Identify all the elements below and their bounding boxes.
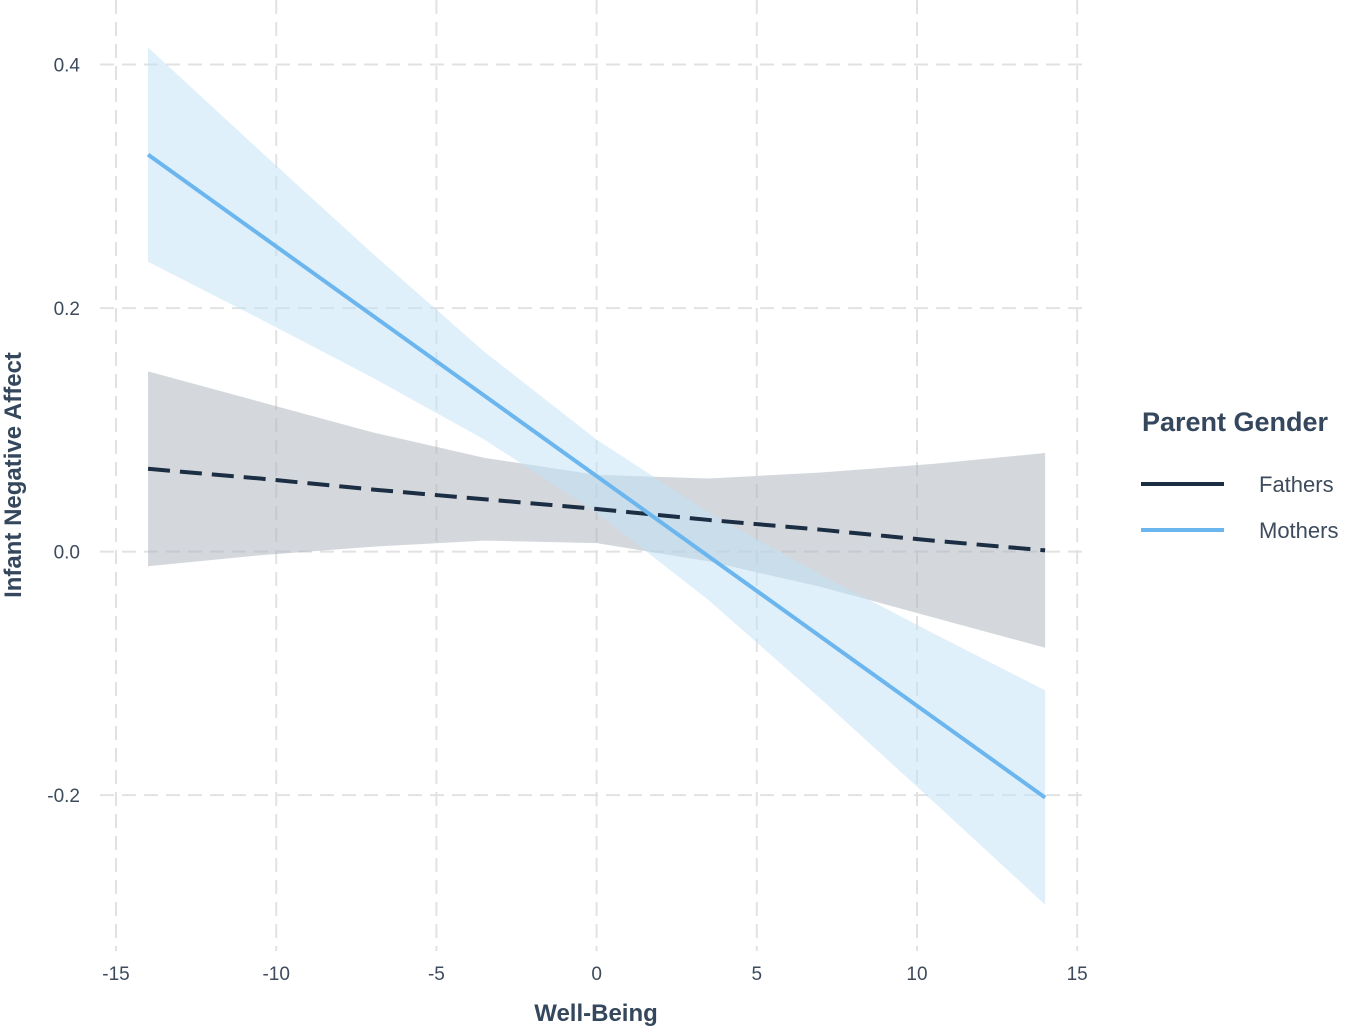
fathers-line: [147, 466, 1046, 553]
y-axis-title: Infant Negative Affect: [0, 352, 27, 598]
x-tick-label: -5: [428, 964, 445, 985]
series-lines: [146, 153, 1047, 800]
legend-label: Fathers: [1259, 472, 1334, 497]
y-tick-label: -0.2: [47, 786, 80, 807]
y-tick-label: 0.0: [54, 543, 80, 564]
mothers-line: [146, 153, 1047, 800]
legend: Parent Gender Fathers Mothers: [1141, 407, 1338, 543]
x-tick-label: 15: [1067, 964, 1088, 985]
x-tick-label: -10: [262, 964, 289, 985]
x-tick-labels: -15 -10 -5 0 5 10 15: [102, 964, 1087, 985]
y-tick-label: 0.2: [54, 299, 80, 320]
y-tick-labels: -0.2 0.0 0.2 0.4: [47, 56, 80, 808]
legend-label: Mothers: [1259, 518, 1338, 543]
legend-title: Parent Gender: [1142, 407, 1329, 437]
x-tick-label: -15: [102, 964, 129, 985]
x-tick-label: 0: [591, 964, 602, 985]
x-tick-label: 5: [752, 964, 763, 985]
x-tick-label: 10: [906, 964, 927, 985]
y-tick-label: 0.4: [54, 56, 81, 77]
x-axis-title: Well-Being: [534, 1000, 658, 1027]
